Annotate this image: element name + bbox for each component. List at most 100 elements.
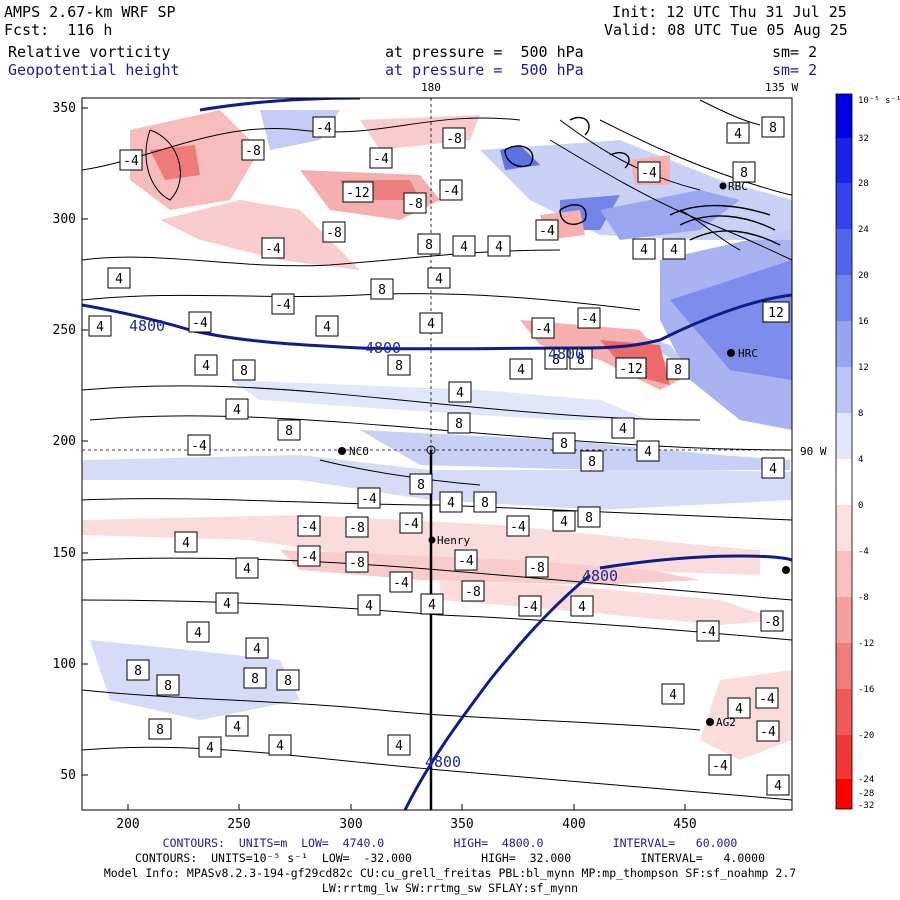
svg-text:8: 8 <box>378 283 386 298</box>
svg-text:-4: -4 <box>316 121 332 136</box>
smooth-height: sm= 2 <box>772 61 818 79</box>
svg-text:4: 4 <box>427 317 435 332</box>
y-tick-label: 100 <box>53 657 76 672</box>
lon-label-top-right: 135 W <box>765 81 798 94</box>
height-label: 4800 <box>365 339 401 357</box>
colorbar-tick: 24 <box>858 225 869 235</box>
svg-text:4: 4 <box>223 597 231 612</box>
svg-text:-8: -8 <box>349 556 365 571</box>
svg-text:4: 4 <box>323 320 331 335</box>
svg-text:8: 8 <box>134 664 142 679</box>
x-tick-label: 400 <box>562 817 585 832</box>
svg-text:4: 4 <box>233 720 241 735</box>
station-label: AG2 <box>716 716 736 729</box>
svg-text:8: 8 <box>740 166 748 181</box>
svg-text:4: 4 <box>182 536 190 551</box>
svg-text:4: 4 <box>202 359 210 374</box>
height-label: 4800 <box>548 345 584 363</box>
svg-text:-4: -4 <box>191 439 207 454</box>
svg-text:4: 4 <box>769 462 777 477</box>
svg-text:-8: -8 <box>407 197 423 212</box>
height-label: 4800 <box>129 317 165 335</box>
svg-text:-8: -8 <box>349 521 365 536</box>
svg-text:4: 4 <box>253 642 261 657</box>
init-time: Init: 12 UTC Thu 31 Jul 25 <box>612 3 847 21</box>
svg-text:8: 8 <box>588 455 596 470</box>
svg-text:-4: -4 <box>581 312 597 327</box>
svg-text:4: 4 <box>669 688 677 703</box>
svg-text:4: 4 <box>460 240 468 255</box>
x-tick-label: 200 <box>116 817 139 832</box>
height-label-group: 4800 4800 4800 4800 4800 <box>129 317 618 771</box>
footer-height-contours: CONTOURS: UNITS=m LOW= 4740.0 HIGH= 4800… <box>162 836 738 850</box>
svg-text:4: 4 <box>233 403 241 418</box>
y-tick-label: 150 <box>53 546 76 561</box>
svg-text:4: 4 <box>194 626 202 641</box>
svg-text:4: 4 <box>115 272 123 287</box>
svg-text:-4: -4 <box>403 517 419 532</box>
colorbar-tick: 12 <box>858 363 869 373</box>
y-tick-labels: 350 300 250 200 150 100 50 <box>53 101 76 783</box>
svg-text:12: 12 <box>768 306 784 321</box>
station-marker <box>727 349 735 357</box>
svg-text:8: 8 <box>156 723 164 738</box>
colorbar-tick: -32 <box>858 801 874 811</box>
station-marker <box>719 182 727 190</box>
footer-model-info: Model Info: MPASv8.2.3-194-gf29cd82c CU:… <box>103 866 797 880</box>
x-tick-label: 300 <box>339 817 362 832</box>
colorbar-tick: -4 <box>858 547 869 557</box>
svg-text:8: 8 <box>240 364 248 379</box>
colorbar-tick: 20 <box>858 271 869 281</box>
footer-physics: LW:rrtmg_lw SW:rrtmg_sw SFLAY:sf_mynn <box>321 881 579 895</box>
svg-text:-8: -8 <box>245 144 261 159</box>
station-label: NCO <box>349 445 369 458</box>
svg-text:8: 8 <box>285 424 293 439</box>
valid-time: Valid: 08 UTC Tue 05 Aug 25 <box>604 21 848 39</box>
x-tick-label: 250 <box>227 817 250 832</box>
colorbar-unit: 10⁻⁵ s⁻¹ <box>858 96 900 106</box>
svg-text:4: 4 <box>734 127 742 142</box>
svg-text:4: 4 <box>435 272 443 287</box>
svg-text:8: 8 <box>425 238 433 253</box>
footer-vorticity-contours: CONTOURS: UNITS=10⁻⁵ s⁻¹ LOW= -32.000 HI… <box>134 851 766 865</box>
station-marker <box>706 718 714 726</box>
colorbar-tick: 16 <box>858 317 869 327</box>
colorbar-tick: -24 <box>858 775 874 785</box>
svg-text:4: 4 <box>578 600 586 615</box>
y-tick-label: 250 <box>53 323 76 338</box>
svg-text:8: 8 <box>577 353 585 368</box>
svg-text:-4: -4 <box>641 166 657 181</box>
svg-text:4: 4 <box>96 320 104 335</box>
height-contours <box>82 98 792 810</box>
field-vorticity: Relative vorticity <box>8 43 171 61</box>
svg-text:8: 8 <box>455 417 463 432</box>
svg-text:8: 8 <box>164 679 172 694</box>
svg-text:-4: -4 <box>301 520 317 535</box>
svg-text:-8: -8 <box>326 226 342 241</box>
vorticity-label-group: -4 -8 -4 -4 -8 -12 -8 -4 -8 -4 8 4 4 -4 4 8 4 -4 4 -4… <box>88 116 790 796</box>
svg-text:8: 8 <box>284 674 292 689</box>
station-label: RBC <box>728 180 748 193</box>
svg-text:8: 8 <box>585 511 593 526</box>
station-marker <box>428 536 436 544</box>
colorbar-ticks: 32 28 24 20 16 12 8 4 0 -4 -8 -12 -16 -2… <box>858 134 874 811</box>
level-vorticity: at pressure = 500 hPa <box>385 43 584 61</box>
svg-text:4: 4 <box>517 363 525 378</box>
svg-text:-4: -4 <box>760 725 776 740</box>
svg-text:-4: -4 <box>510 520 526 535</box>
svg-text:-4: -4 <box>361 492 377 507</box>
svg-text:-8: -8 <box>465 585 481 600</box>
svg-text:4: 4 <box>735 702 743 717</box>
svg-text:4: 4 <box>619 422 627 437</box>
svg-text:8: 8 <box>395 359 403 374</box>
svg-text:4: 4 <box>560 515 568 530</box>
svg-text:4: 4 <box>365 599 373 614</box>
svg-text:8: 8 <box>251 672 259 687</box>
svg-text:8: 8 <box>560 437 568 452</box>
svg-text:8: 8 <box>417 478 425 493</box>
station-group: NCO Henry HRC RBC AG2 <box>338 180 790 729</box>
svg-text:8: 8 <box>769 121 777 136</box>
svg-text:-12: -12 <box>619 362 642 377</box>
x-tick-labels: 200 250 300 350 400 450 <box>116 817 696 832</box>
